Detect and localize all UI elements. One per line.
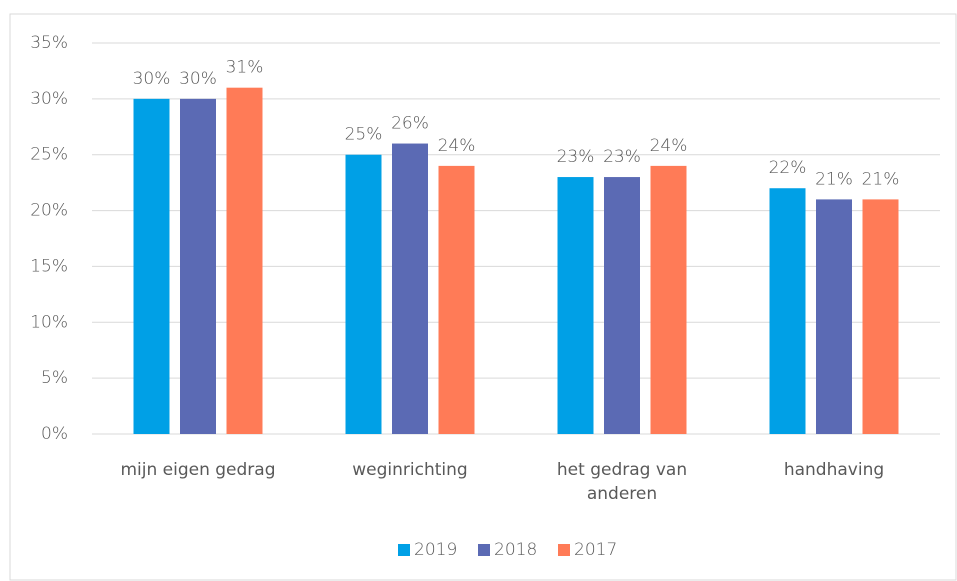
data-label: 24% xyxy=(438,136,476,156)
y-tick-label: 15% xyxy=(30,256,68,276)
data-label: 23% xyxy=(557,147,595,167)
legend-swatch xyxy=(398,544,410,556)
bar xyxy=(226,87,263,434)
bar xyxy=(557,177,594,435)
y-tick-label: 0% xyxy=(41,424,68,444)
y-tick-label: 30% xyxy=(30,89,68,109)
legend-label: 2018 xyxy=(494,540,537,560)
x-tick-label: handhaving xyxy=(783,460,885,480)
data-label: 31% xyxy=(226,58,264,78)
y-tick-label: 5% xyxy=(41,368,68,388)
y-tick-label: 25% xyxy=(30,145,68,165)
x-tick-label: weginrichting xyxy=(352,460,468,480)
bar xyxy=(392,143,428,435)
bar xyxy=(345,154,382,434)
data-label: 30% xyxy=(179,69,217,89)
chart-border xyxy=(9,13,957,581)
bar xyxy=(650,165,687,434)
bar xyxy=(133,98,170,434)
data-label: 21% xyxy=(815,169,853,189)
bar xyxy=(180,98,216,434)
x-tick-label: het gedrag van anderen xyxy=(556,460,688,504)
data-label: 23% xyxy=(603,147,641,167)
bar xyxy=(769,188,806,434)
bar xyxy=(816,199,852,434)
y-tick-label: 20% xyxy=(30,201,68,221)
data-label: 21% xyxy=(862,169,900,189)
y-tick-label: 10% xyxy=(30,312,68,332)
legend-swatch xyxy=(478,544,490,556)
legend-label: 2017 xyxy=(574,540,617,560)
legend-label: 2019 xyxy=(414,540,457,560)
bar xyxy=(604,177,640,435)
x-tick-label: mijn eigen gedrag xyxy=(120,460,276,480)
bar xyxy=(438,165,475,434)
legend-swatch xyxy=(558,544,570,556)
data-label: 30% xyxy=(133,69,171,89)
data-label: 26% xyxy=(391,114,429,134)
data-label: 25% xyxy=(345,125,383,145)
data-label: 24% xyxy=(650,136,688,156)
y-tick-label: 35% xyxy=(30,33,68,53)
data-label: 22% xyxy=(769,158,807,178)
bar xyxy=(862,199,899,434)
